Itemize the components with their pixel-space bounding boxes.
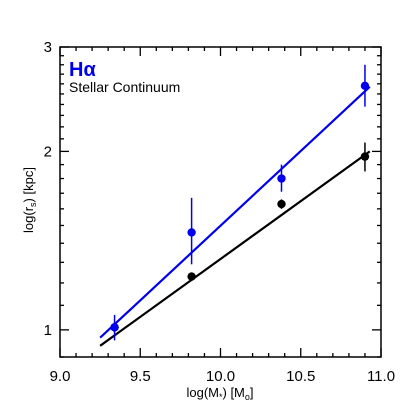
legend-stellar-continuum: Stellar Continuum [69, 79, 180, 95]
x-tick-label: 9.0 [50, 368, 71, 385]
y-tick-label: 1 [44, 322, 52, 339]
data-point-series-1 [187, 272, 196, 281]
plot-frame [59, 46, 382, 358]
fit-line-series-0 [99, 86, 371, 339]
data-point-series-1 [277, 199, 286, 209]
data-point-series-1 [360, 152, 370, 161]
x-tick-label: 11.0 [367, 368, 395, 385]
y-axis-label: log(rs) [kpc] [21, 167, 38, 233]
fit-lines [99, 86, 371, 347]
data-point-series-0 [110, 323, 119, 332]
legend-halpha: Hα [69, 59, 96, 81]
y-tick-label: 3 [44, 39, 52, 56]
data-point-series-0 [277, 174, 286, 183]
x-axis-label: log(M*) [Mo] [186, 385, 253, 402]
x-tick-label: 10.5 [286, 368, 315, 385]
x-tick-labels: 9.0 9.5 10.0 10.5 11.0 [50, 368, 395, 385]
data-point-series-0 [360, 81, 370, 91]
ticks [59, 46, 382, 358]
data-points [110, 81, 370, 332]
y-tick-label: 2 [44, 143, 52, 160]
fit-line-series-1 [99, 150, 371, 347]
data-point-series-0 [187, 228, 196, 237]
x-tick-label: 9.5 [130, 368, 151, 385]
y-tick-labels: 1 2 3 [44, 39, 52, 339]
x-tick-label: 10.0 [206, 368, 235, 385]
